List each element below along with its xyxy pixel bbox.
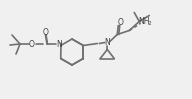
Text: 2: 2 <box>148 20 152 26</box>
Text: O: O <box>43 28 49 37</box>
Text: NH: NH <box>138 17 150 26</box>
Text: O: O <box>29 40 35 49</box>
Text: O: O <box>117 18 123 27</box>
Text: N: N <box>104 38 110 47</box>
Text: N: N <box>56 40 62 49</box>
